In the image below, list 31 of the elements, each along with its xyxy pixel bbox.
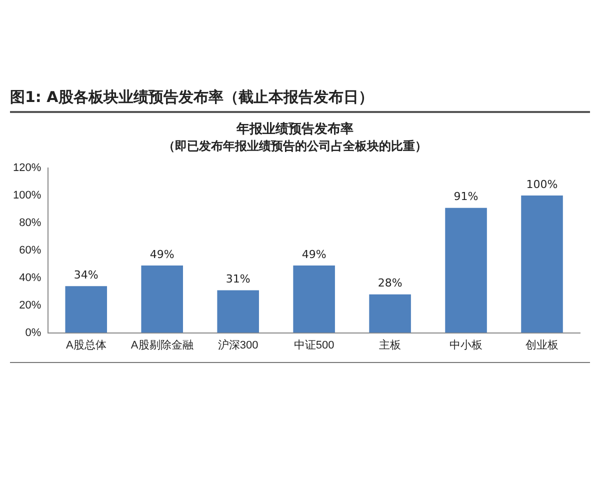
chart-subtitle: （即已发布年报业绩预告的公司占全板块的比重）: [163, 138, 427, 153]
x-tick-label: A股剔除金融: [130, 339, 194, 352]
data-label: 34%: [74, 268, 98, 282]
data-label: 100%: [526, 178, 558, 191]
bar: [65, 286, 108, 333]
y-tick-label: 100%: [12, 190, 42, 202]
data-label: 91%: [454, 190, 478, 204]
y-tick-label: 0%: [25, 326, 42, 339]
y-tick-label: 60%: [19, 244, 42, 256]
x-tick-label: 中证500: [294, 338, 334, 352]
data-label: 28%: [378, 276, 402, 290]
x-tick-label: 主板: [379, 338, 402, 352]
chart-title: 年报业绩预告发布率: [236, 121, 354, 138]
bar: [141, 266, 183, 333]
y-tick-label: 20%: [19, 299, 42, 312]
y-tick-label: 120%: [12, 162, 42, 174]
x-tick-label: 创业板: [526, 338, 559, 352]
x-tick-label: 中小板: [450, 338, 483, 352]
caption: 图1: A股各板块业绩预告发布率（截止本报告发布日）: [10, 88, 590, 113]
data-label: 49%: [150, 248, 174, 261]
x-tick-label: A股总体: [66, 338, 106, 352]
y-tick-label: 40%: [19, 272, 42, 284]
y-tick-label: 80%: [19, 216, 42, 229]
x-tick-label: 沪深300: [218, 338, 258, 352]
data-label: 31%: [226, 272, 250, 286]
bar: [445, 208, 487, 333]
bar: [217, 290, 259, 333]
bar: [369, 294, 411, 333]
bar: [521, 195, 563, 333]
bar: [293, 266, 335, 333]
data-label: 49%: [302, 248, 326, 261]
